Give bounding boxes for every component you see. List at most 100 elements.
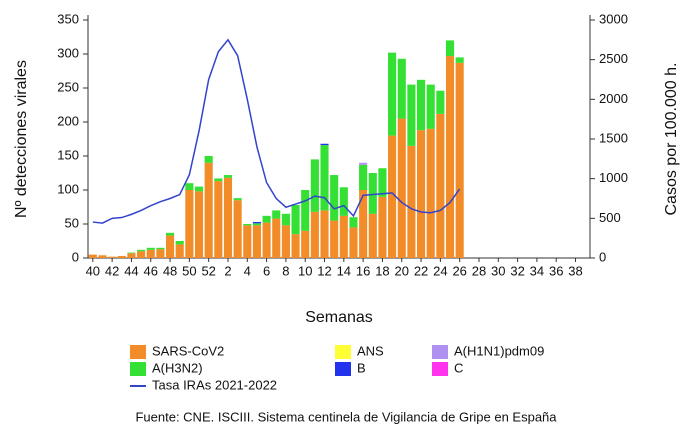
x-tick-label: 26 [452, 263, 466, 278]
bar-segment [137, 251, 146, 258]
bar-segment [127, 252, 136, 254]
bar-segment [445, 40, 455, 57]
y2-tick-label: 2500 [599, 51, 628, 66]
bar-segment [320, 210, 329, 258]
bar-segment [194, 191, 204, 258]
bar-segment [378, 196, 387, 258]
legend-swatch [130, 362, 146, 376]
y-tick-label: 250 [57, 79, 79, 94]
x-tick-label: 40 [86, 263, 100, 278]
y-axis-label: Nº detecciones virales [13, 60, 30, 218]
bar-segment [185, 183, 194, 190]
legend-label: A(H1N1)pdm09 [454, 343, 544, 358]
bar-segment [417, 130, 426, 258]
bar-segment [262, 222, 271, 258]
bar-segment [252, 223, 261, 226]
x-tick-label: 52 [201, 263, 215, 278]
bar-segment [291, 204, 300, 235]
x-tick-label: 24 [433, 263, 447, 278]
y2-tick-label: 3000 [599, 11, 628, 26]
x-tick-label: 44 [124, 263, 138, 278]
bar-segment [330, 220, 339, 258]
bar-segment [426, 128, 435, 258]
bar-segment [223, 175, 233, 178]
legend-swatch [432, 345, 448, 359]
bar-segment [407, 84, 416, 146]
line [92, 38, 461, 224]
bar-segment [281, 213, 290, 226]
bar-segment [436, 90, 445, 114]
bar-segment [146, 249, 155, 258]
legend-label: Tasa IRAs 2021-2022 [152, 377, 277, 392]
x-tick-label: 42 [105, 263, 119, 278]
bar-segment [426, 84, 435, 129]
bar-segment [194, 186, 204, 192]
bar-segment [359, 162, 368, 165]
bar-segment [397, 58, 406, 119]
y2-tick-label: 2000 [599, 91, 628, 106]
bar-segment [214, 178, 223, 182]
bar-segment [417, 79, 426, 131]
y-tick-label: 200 [57, 113, 79, 128]
x-tick-label: 22 [414, 263, 428, 278]
bar-segment [233, 200, 242, 258]
bar-segment [166, 235, 175, 258]
x-tick-label: 28 [472, 263, 486, 278]
x-tick-label: 36 [549, 263, 563, 278]
bar-segment [146, 247, 155, 250]
legend-label: ANS [357, 343, 384, 358]
y-tick-label: 150 [57, 147, 79, 162]
bar-segment [455, 62, 464, 259]
y2-tick-label: 1000 [599, 170, 628, 185]
bar-segment [445, 56, 455, 258]
x-tick-label: 30 [491, 263, 505, 278]
bar-segment [378, 168, 387, 197]
legend-swatch [335, 362, 351, 376]
bar-segment [243, 225, 252, 258]
x-tick-label: 50 [182, 263, 196, 278]
bar-segment [272, 218, 281, 258]
y2-tick-label: 0 [599, 249, 606, 264]
bar-segment [108, 256, 117, 258]
bar-segment [262, 215, 271, 223]
bar-segment [359, 190, 368, 258]
bar-segment [349, 227, 358, 258]
x-tick-label: 46 [144, 263, 158, 278]
bar-segment [272, 210, 281, 219]
y2-tick-label: 1500 [599, 130, 628, 145]
x-tick-label: 16 [356, 263, 370, 278]
bar-segment [214, 181, 223, 258]
bar-segment [281, 225, 290, 258]
legend-label: SARS-CoV2 [152, 343, 224, 358]
bar-segment [359, 164, 368, 190]
x-tick-label: 14 [337, 263, 351, 278]
y-tick-label: 0 [72, 249, 79, 264]
bar-segment [127, 253, 136, 258]
legend-label: A(H3N2) [152, 360, 203, 375]
bar-segment [320, 143, 329, 146]
y2-axis-label: Casos por 100.000 h. [663, 63, 680, 216]
x-tick-label: 10 [298, 263, 312, 278]
bar-segment [339, 215, 348, 258]
bar-segment [301, 190, 310, 231]
bar-segment [349, 217, 358, 228]
bar-segment [252, 221, 261, 224]
bar-segment [291, 234, 300, 258]
bar-segment [166, 232, 175, 236]
source-note: Fuente: CNE. ISCIII. Sistema centinela d… [135, 409, 557, 424]
bar-segment [185, 190, 194, 258]
bar-segment [368, 213, 377, 258]
bar-segment [137, 249, 146, 252]
bar-segment [156, 249, 165, 258]
x-tick-label: 48 [163, 263, 177, 278]
x-tick-label: 34 [530, 263, 544, 278]
bar-segment [175, 241, 184, 245]
x-axis-label: Semanas [305, 309, 373, 326]
bar-segment [301, 230, 310, 258]
x-tick-label: 12 [317, 263, 331, 278]
x-tick-label: 4 [244, 263, 251, 278]
y-tick-label: 50 [65, 215, 79, 230]
bar-segment [204, 156, 213, 163]
y-tick-label: 300 [57, 45, 79, 60]
bar-segment [436, 113, 445, 258]
